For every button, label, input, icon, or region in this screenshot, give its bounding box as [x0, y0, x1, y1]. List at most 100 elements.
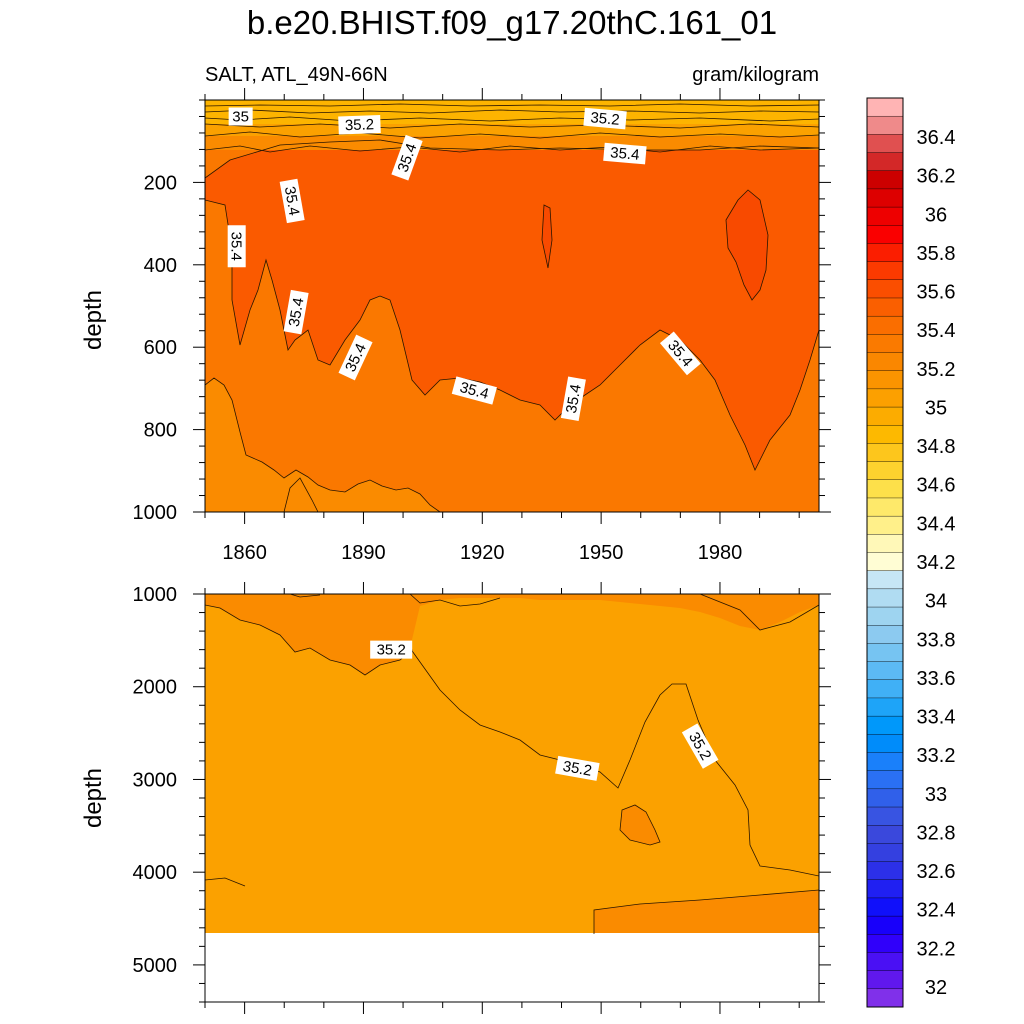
fill-35-4-35-6-core-region: [205, 140, 819, 470]
chart-title: b.e20.BHIST.f09_g17.20thC.161_01: [246, 4, 778, 41]
contour-label-text: 35.2: [590, 109, 621, 128]
colorbar-swatch: [866, 497, 904, 517]
contour-line-35-2-blob: [619, 804, 661, 846]
colorbar-swatch: [866, 843, 904, 863]
contour-line: [205, 123, 819, 129]
contour-label-text: 35.4: [563, 383, 585, 415]
colorbar-label: 33.4: [917, 707, 956, 729]
fill-35-0-35-2-upper-region: [205, 136, 819, 150]
y-tick-label: 200: [144, 172, 177, 194]
fill-35-0-35-2-lower-region: [205, 378, 440, 512]
lower-axes: 1000 2000 3000 4000 5000 depth: [80, 582, 831, 1014]
contour-line-lower-b: [283, 477, 319, 512]
variable-region-label: SALT, ATL_49N-66N: [205, 64, 388, 86]
fill-35-2-35-4-blob: [620, 805, 660, 845]
y-tick-label: 600: [144, 337, 177, 359]
colorbar-label: 33.8: [917, 629, 956, 651]
contour-line-35-6-blob-a: [725, 189, 769, 301]
contour-label: 35.2: [583, 107, 627, 130]
colorbar-swatch: [866, 988, 904, 1008]
colorbar-swatch: [866, 715, 904, 735]
contour-label-text: 35.2: [345, 116, 375, 134]
colorbar-label: 34.4: [917, 513, 956, 535]
colorbar-swatch: [866, 261, 904, 281]
contour-line: [205, 103, 819, 107]
fill-35-6-blob-a: [726, 190, 768, 300]
y-tick-label: 1000: [133, 502, 178, 524]
y-tick-label: 800: [144, 420, 177, 442]
contour-label-text: 35.2: [561, 758, 593, 780]
contour-label: 35.4: [283, 289, 309, 335]
y-tick-label: 3000: [133, 769, 178, 791]
contour-label-box: [338, 114, 381, 135]
upper-contour-lines: [205, 103, 819, 512]
contour-label-box: [555, 755, 600, 781]
colorbar-label: 32: [925, 977, 947, 999]
colorbar-swatch: [866, 788, 904, 808]
colorbar-swatch: [866, 443, 904, 463]
colorbar-swatch: [866, 170, 904, 190]
contour-label-text: 35.4: [281, 185, 303, 217]
colorbar-label: 35.2: [917, 359, 956, 381]
fill-35-2-35-4-bottom-region: [594, 890, 819, 934]
colorbar-label: 34.8: [917, 436, 956, 458]
colorbar-swatch: [866, 897, 904, 917]
y-tick-label: 1000: [133, 584, 178, 606]
colorbar-swatch: [866, 515, 904, 535]
contour-line: [205, 131, 819, 139]
contour-label: 35.2: [555, 755, 600, 781]
fill-35-6-blob-b: [542, 205, 552, 268]
colorbar-swatch: [866, 952, 904, 972]
y-tick-label: 5000: [133, 955, 178, 977]
contour-line-35-4-core: [205, 139, 819, 471]
colorbar-swatch: [866, 225, 904, 244]
x-tick-label: 1920: [460, 542, 505, 564]
lower-contour-fills: [205, 594, 819, 1002]
upper-contour-fills: [205, 100, 819, 512]
colorbar-swatch: [866, 243, 904, 263]
y-axis-label: depth: [80, 768, 107, 828]
contour-label-box: [228, 107, 253, 126]
x-tick-label: 1890: [341, 542, 386, 564]
colorbar-label: 32.8: [917, 822, 956, 844]
colorbar-swatch: [866, 388, 904, 408]
colorbar-swatch: [866, 206, 904, 226]
colorbar-swatch: [866, 588, 904, 608]
colorbar-swatch: [866, 825, 904, 844]
upper-contour-panel: 1860 1890 1920 1950 1980 200 400 600 800 1000 dept…: [80, 88, 831, 564]
contour-label-text: 35: [232, 108, 249, 125]
contour-label-box: [560, 376, 586, 421]
colorbar-label: 33.6: [917, 668, 956, 690]
x-tick-label: 1980: [698, 542, 743, 564]
colorbar-swatch: [866, 97, 904, 117]
colorbar-swatch: [866, 134, 904, 154]
contour-label-box: [659, 331, 701, 376]
upper-plot-frame: [204, 99, 820, 513]
contour-line: [205, 145, 819, 153]
colorbar-swatch: [866, 352, 904, 372]
contour-line: [205, 116, 819, 122]
colorbar-swatch: [866, 188, 904, 208]
colorbar-swatch: [866, 661, 904, 681]
colorbar-swatch: [866, 606, 904, 626]
units-label: gram/kilogram: [692, 64, 819, 86]
colorbar-label: 36.2: [917, 166, 956, 188]
contour-label: 35.4: [227, 225, 246, 268]
y-tick-label: 2000: [133, 677, 178, 699]
colorbar-swatch: [866, 734, 904, 753]
colorbar-swatch: [866, 643, 904, 663]
colorbar-swatch: [866, 479, 904, 499]
colorbar-swatch: [866, 315, 904, 335]
colorbar-swatch: [866, 770, 904, 790]
contour-label: 35.4: [603, 142, 647, 165]
colorbar-swatch: [866, 425, 904, 444]
contour-label: 35.4: [279, 178, 305, 224]
contour-label: 35.4: [391, 134, 423, 181]
contour-label: 35.4: [338, 334, 373, 381]
contour-line-lower: [205, 377, 441, 512]
contour-label-text: 35.4: [610, 144, 641, 163]
contour-line: [205, 109, 819, 114]
colorbar-swatch: [866, 461, 904, 481]
colorbar-label: 36: [925, 204, 947, 226]
